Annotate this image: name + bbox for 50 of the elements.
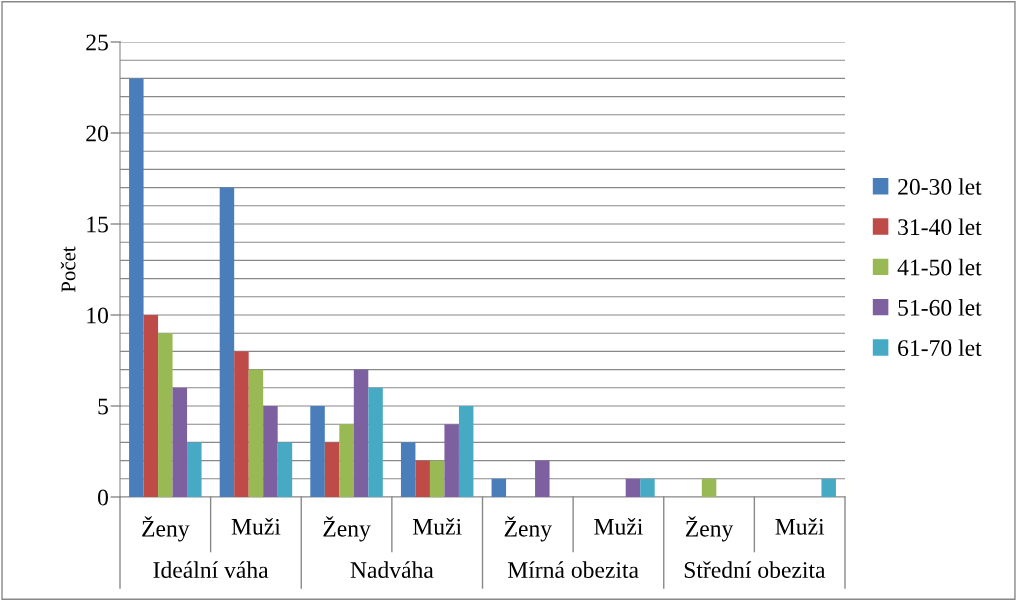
bar <box>400 442 416 497</box>
legend-label: 31-40 let <box>898 218 982 236</box>
bar <box>640 478 655 497</box>
x-tick-label: Muži <box>594 518 643 535</box>
text: Nadváha <box>350 561 434 578</box>
x-tick-label: Ženy <box>685 516 734 542</box>
x-tick-label: Ženy <box>323 516 371 542</box>
y-axis-title: Počet <box>60 246 76 293</box>
bar <box>444 424 459 497</box>
bar <box>625 478 641 497</box>
x-tick-label: Ženy <box>504 516 552 542</box>
bar <box>415 460 430 497</box>
bar <box>429 460 445 497</box>
x-tick-label: Muži <box>775 518 825 535</box>
text: Mírná obezita <box>507 561 639 578</box>
bar <box>535 460 550 497</box>
legend-label: 61-70 let <box>898 339 982 357</box>
y-tick-label: 10 <box>87 307 108 324</box>
x-tick-label: Muži <box>231 518 281 535</box>
bar <box>158 333 173 497</box>
y-tick-label: 20 <box>86 125 108 142</box>
bar <box>234 351 249 497</box>
bar <box>277 442 293 497</box>
text: Ideální váha <box>153 561 269 578</box>
bar <box>143 315 159 497</box>
x-tick-label: Muži <box>412 518 462 535</box>
legend-label: 51-60 let <box>898 299 982 316</box>
y-tick-label: 15 <box>87 216 108 233</box>
bar <box>263 406 278 497</box>
legend-label: 41-50 let <box>897 258 982 276</box>
bar <box>248 369 264 497</box>
legend-label: 20-30 let <box>898 178 982 195</box>
bar <box>187 442 202 497</box>
y-tick-label: 25 <box>86 34 108 51</box>
bar <box>353 369 369 497</box>
text: Střední obezita <box>684 561 826 578</box>
bar <box>324 442 340 497</box>
y-tick-label: 0 <box>97 489 108 506</box>
bar <box>491 478 507 497</box>
y-tick-label: 5 <box>98 398 108 415</box>
bar <box>172 387 188 497</box>
bar <box>368 387 383 497</box>
bar <box>458 406 474 497</box>
bar <box>339 424 354 497</box>
bar <box>219 187 235 497</box>
bar <box>821 478 836 497</box>
bar <box>310 406 325 497</box>
x-tick-label: Ženy <box>142 516 190 542</box>
bar <box>701 478 717 497</box>
bar <box>129 78 144 497</box>
